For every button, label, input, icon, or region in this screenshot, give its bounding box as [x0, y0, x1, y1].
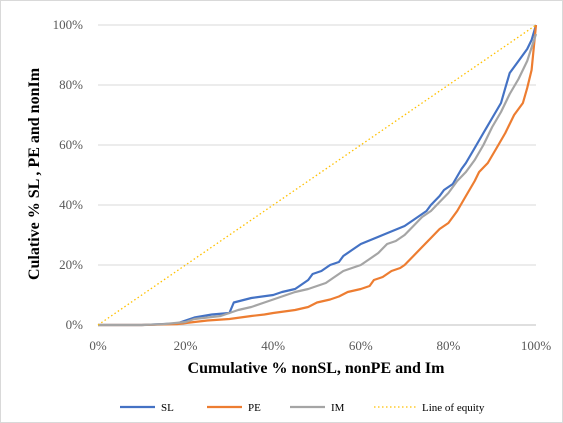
x-axis-ticks: 0% 20% 40% 60% 80% 100% — [89, 338, 551, 353]
gridlines — [98, 24, 536, 266]
y-tick-label: 40% — [59, 197, 83, 212]
series-lines — [97, 24, 538, 327]
x-tick-label: 80% — [436, 338, 460, 353]
series-line-im — [98, 33, 538, 327]
legend-label: SL — [161, 402, 174, 414]
x-tick-label: 0% — [89, 338, 107, 353]
y-tick-label: 100% — [53, 17, 84, 32]
y-axis-ticks: 0% 20% 40% 60% 80% 100% — [53, 17, 84, 332]
y-tick-label: 20% — [59, 257, 83, 272]
x-tick-label: 20% — [174, 338, 198, 353]
series-line-pe — [98, 24, 538, 327]
legend-label: PE — [248, 402, 261, 414]
x-tick-label: 60% — [349, 338, 373, 353]
y-tick-label: 0% — [66, 317, 84, 332]
legend-label: Line of equity — [422, 402, 485, 414]
y-tick-label: 60% — [59, 137, 83, 152]
series-line-sl — [98, 24, 538, 327]
x-axis-title: Cumulative % nonSL, nonPE and Im — [188, 360, 446, 377]
x-tick-label: 40% — [261, 338, 285, 353]
y-tick-label: 80% — [59, 77, 83, 92]
legend-label: IM — [331, 402, 345, 414]
x-tick-label: 100% — [521, 338, 552, 353]
legend: SL PE IM Line of equity — [120, 402, 485, 414]
series-line-line-of-equity — [97, 24, 537, 326]
y-axis-title: Culative % SL , PE and nonIm — [26, 67, 43, 280]
